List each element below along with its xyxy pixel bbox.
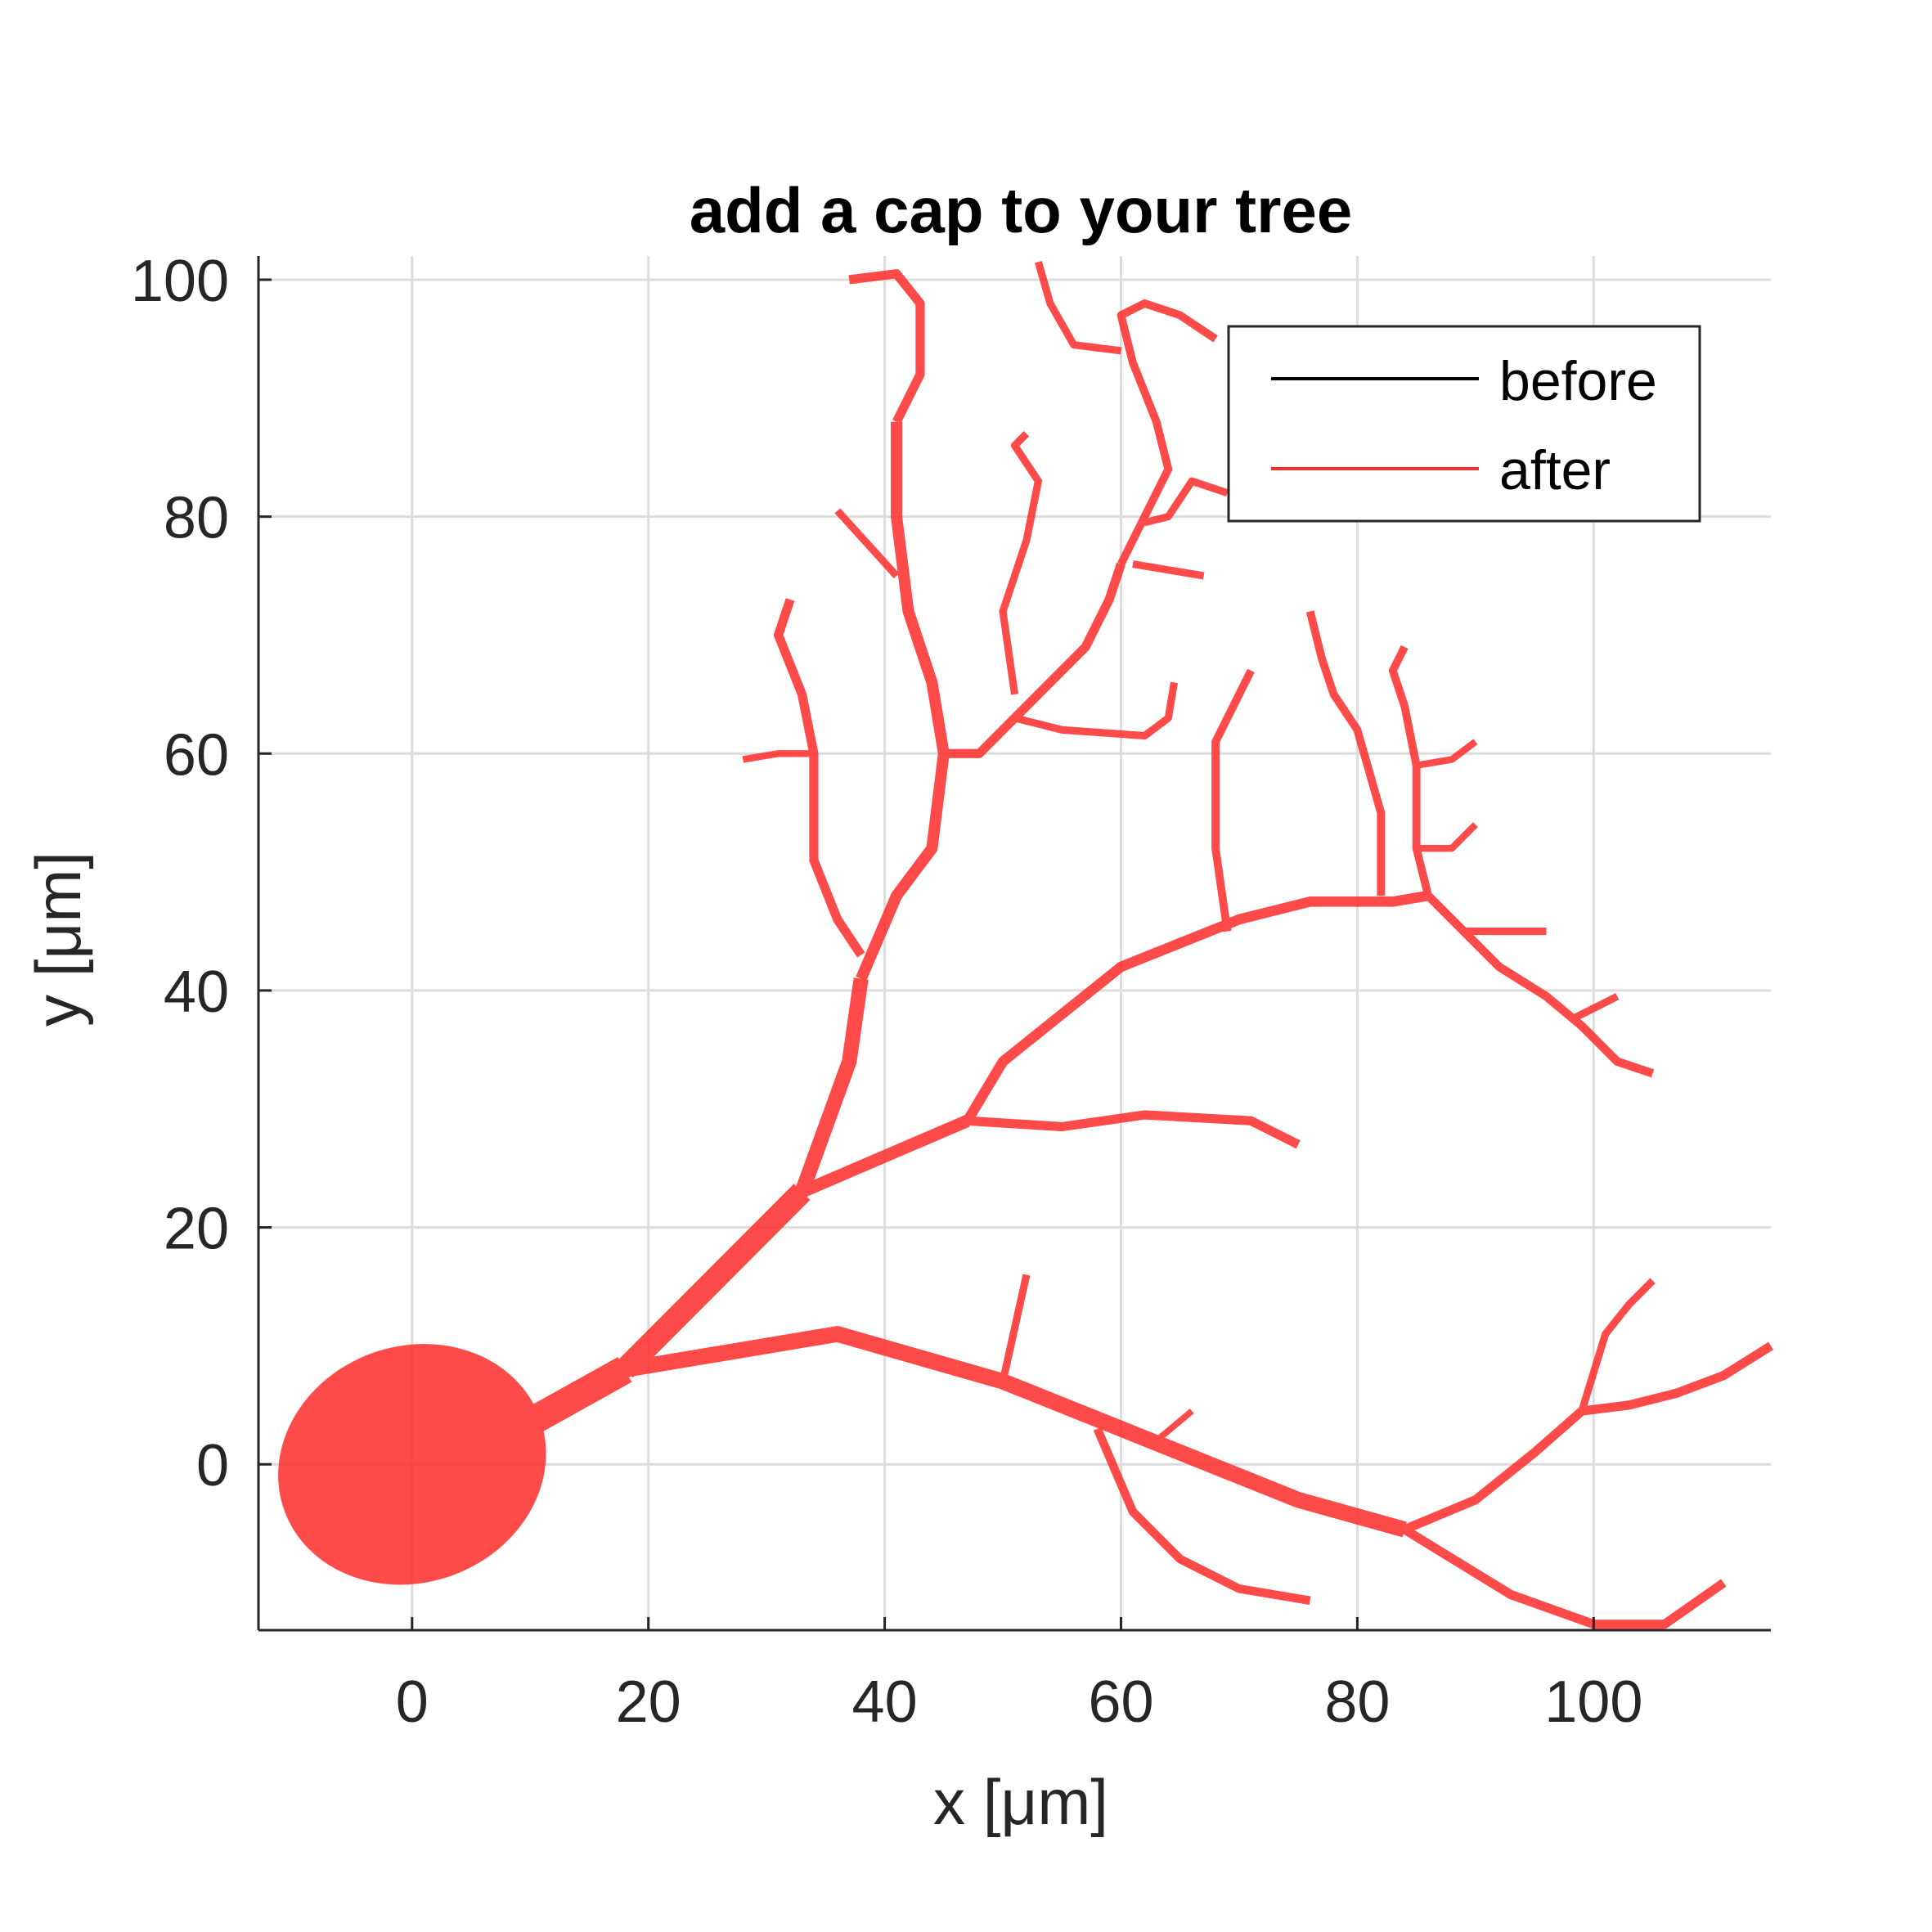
legend-box — [1227, 325, 1701, 523]
dendrite-branch — [1132, 560, 1205, 580]
legend: before after — [1227, 325, 1701, 523]
dendrite-branch — [623, 1326, 1407, 1538]
x-tick-label: 100 — [1544, 1669, 1642, 1735]
x-tick-label: 80 — [1324, 1669, 1390, 1735]
dendrite-branch — [1415, 739, 1478, 769]
dendrite-branch — [511, 1357, 632, 1442]
legend-label-after: after — [1499, 439, 1611, 501]
y-axis-label: y [μm] — [22, 851, 94, 1027]
dendrite-branch — [1154, 1409, 1194, 1444]
y-tick-label: 40 — [164, 959, 229, 1025]
dendrite-branch — [967, 1110, 1301, 1149]
dendrite-branch — [856, 421, 950, 982]
dendrite-branch — [1568, 993, 1620, 1024]
x-axis-label: x [μm] — [933, 1766, 1108, 1838]
x-tick-label: 60 — [1088, 1669, 1153, 1735]
dendrite-branch — [616, 1184, 811, 1378]
dendrite-branch — [799, 1115, 970, 1198]
dendrite-branch — [1416, 822, 1478, 852]
x-tick-label: 40 — [852, 1669, 918, 1735]
axes — [257, 256, 1771, 1632]
dendrite-branch — [963, 890, 1430, 1124]
y-tick-label: 0 — [196, 1433, 229, 1498]
tick-labels: 0 20 40 60 80 100 0 20 40 60 80 100 — [131, 249, 1643, 1735]
y-tick-label: 80 — [164, 486, 229, 551]
dendrite-branch — [999, 431, 1042, 695]
dendrite-branch — [794, 977, 869, 1195]
x-tick-label: 0 — [396, 1669, 429, 1735]
y-tick-label: 100 — [131, 249, 229, 314]
dendrite-branch — [1403, 1341, 1773, 1534]
dendrite-branch — [1093, 1427, 1311, 1605]
plot-area — [278, 260, 1773, 1629]
dendrite-branch — [1211, 668, 1255, 932]
dendrite-branch — [1305, 610, 1386, 896]
y-tick-label: 20 — [164, 1197, 229, 1262]
x-tick-label: 20 — [616, 1669, 681, 1735]
dendrite-branch — [999, 1274, 1031, 1382]
series-after — [278, 260, 1773, 1629]
dendrite-branch — [742, 750, 814, 763]
dendrite-branch — [1013, 681, 1179, 740]
dendrite-branch — [1143, 477, 1229, 527]
dendrite-branch — [1388, 645, 1432, 897]
chart-title: add a cap to your tree — [690, 174, 1353, 246]
soma-ellipse — [278, 1344, 546, 1585]
dendrite-branch — [943, 562, 1126, 758]
y-tick-label: 60 — [164, 722, 229, 788]
dendrite-branch — [1117, 299, 1218, 566]
dendrite-branch — [1578, 1278, 1656, 1413]
dendrite-branch — [848, 269, 925, 425]
dendrite-branch — [834, 508, 900, 579]
legend-label-before: before — [1499, 350, 1657, 412]
dendrite-branch — [1035, 260, 1122, 355]
